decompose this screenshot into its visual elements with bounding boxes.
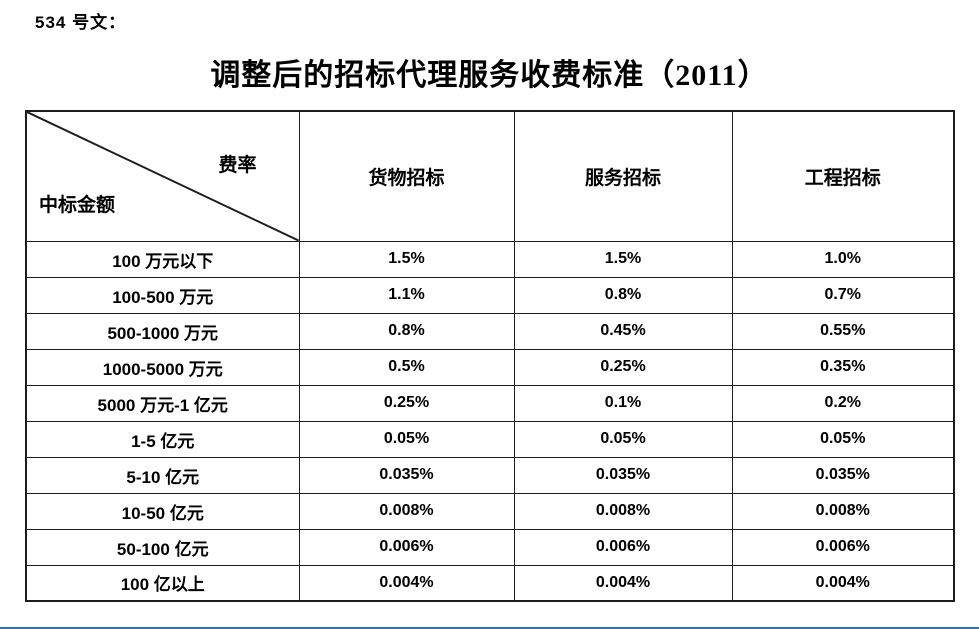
- fee-cell-service: 0.035%: [513, 456, 733, 494]
- table-row: 1-5 亿元 0.05% 0.05% 0.05%: [25, 420, 955, 458]
- column-header-service: 服务招标: [513, 110, 733, 242]
- fee-cell-works: 0.2%: [731, 384, 955, 422]
- fee-cell-service: 0.05%: [513, 420, 733, 458]
- table-row: 1000-5000 万元 0.5% 0.25% 0.35%: [25, 348, 955, 386]
- fee-cell-service: 0.004%: [513, 564, 733, 602]
- fee-cell-service: 0.8%: [513, 276, 733, 314]
- row-label-amount-range: 100 万元以下: [25, 240, 300, 278]
- fee-table-body: 100 万元以下 1.5% 1.5% 1.0% 100-500 万元 1.1% …: [25, 240, 955, 602]
- table-row: 100 万元以下 1.5% 1.5% 1.0%: [25, 240, 955, 278]
- fee-cell-works: 0.006%: [731, 528, 955, 566]
- column-header-works: 工程招标: [731, 110, 955, 242]
- row-label-amount-range: 1-5 亿元: [25, 420, 300, 458]
- page-title: 调整后的招标代理服务收费标准（2011）: [210, 59, 769, 92]
- corner-label-rate: 费率: [218, 155, 257, 176]
- table-row: 500-1000 万元 0.8% 0.45% 0.55%: [25, 312, 955, 350]
- fee-cell-goods: 0.008%: [298, 492, 515, 530]
- fee-cell-works: 0.004%: [731, 564, 955, 602]
- corner-label-amount: 中标金额: [39, 194, 116, 216]
- row-label-amount-range: 500-1000 万元: [25, 312, 300, 350]
- row-label-amount-range: 100 亿以上: [25, 564, 300, 602]
- table-row: 10-50 亿元 0.008% 0.008% 0.008%: [25, 492, 955, 530]
- table-row: 5000 万元-1 亿元 0.25% 0.1% 0.2%: [25, 384, 955, 422]
- corner-header-cell: 费率 中标金额: [25, 110, 300, 242]
- fee-cell-service: 0.25%: [513, 348, 733, 386]
- fee-cell-goods: 0.035%: [298, 456, 515, 494]
- fee-cell-service: 0.45%: [513, 312, 733, 350]
- fee-cell-goods: 0.5%: [298, 348, 515, 386]
- row-label-amount-range: 5000 万元-1 亿元: [25, 384, 300, 422]
- fee-cell-goods: 0.006%: [298, 528, 515, 566]
- header-row: 费率 中标金额 货物招标 服务招标 工程招标: [25, 110, 955, 242]
- table-row: 100-500 万元 1.1% 0.8% 0.7%: [25, 276, 955, 314]
- fee-cell-goods: 0.05%: [298, 420, 515, 458]
- fee-cell-works: 0.05%: [731, 420, 955, 458]
- bottom-accent-line: [0, 627, 979, 629]
- fee-cell-works: 0.035%: [731, 456, 955, 494]
- fee-cell-goods: 0.004%: [298, 564, 515, 602]
- fee-cell-works: 1.0%: [731, 240, 955, 278]
- fee-rate-table: 费率 中标金额 货物招标 服务招标 工程招标 100 万元以下 1.5% 1.5…: [25, 110, 955, 602]
- diagonal-divider-line: [27, 112, 299, 241]
- table-row: 50-100 亿元 0.006% 0.006% 0.006%: [25, 528, 955, 566]
- fee-cell-goods: 1.1%: [298, 276, 515, 314]
- row-label-amount-range: 50-100 亿元: [25, 528, 300, 566]
- fee-cell-service: 1.5%: [513, 240, 733, 278]
- table-row: 100 亿以上 0.004% 0.004% 0.004%: [25, 564, 955, 602]
- fee-cell-service: 0.008%: [513, 492, 733, 530]
- fee-cell-works: 0.7%: [731, 276, 955, 314]
- fee-cell-goods: 1.5%: [298, 240, 515, 278]
- fee-cell-service: 0.006%: [513, 528, 733, 566]
- doc-number-label: 534 号文：: [35, 13, 127, 32]
- fee-cell-works: 0.35%: [731, 348, 955, 386]
- row-label-amount-range: 10-50 亿元: [25, 492, 300, 530]
- fee-cell-service: 0.1%: [513, 384, 733, 422]
- row-label-amount-range: 100-500 万元: [25, 276, 300, 314]
- fee-cell-works: 0.55%: [731, 312, 955, 350]
- fee-cell-goods: 0.25%: [298, 384, 515, 422]
- fee-cell-goods: 0.8%: [298, 312, 515, 350]
- table-row: 5-10 亿元 0.035% 0.035% 0.035%: [25, 456, 955, 494]
- row-label-amount-range: 1000-5000 万元: [25, 348, 300, 386]
- row-label-amount-range: 5-10 亿元: [25, 456, 300, 494]
- fee-cell-works: 0.008%: [731, 492, 955, 530]
- column-header-goods: 货物招标: [298, 110, 515, 242]
